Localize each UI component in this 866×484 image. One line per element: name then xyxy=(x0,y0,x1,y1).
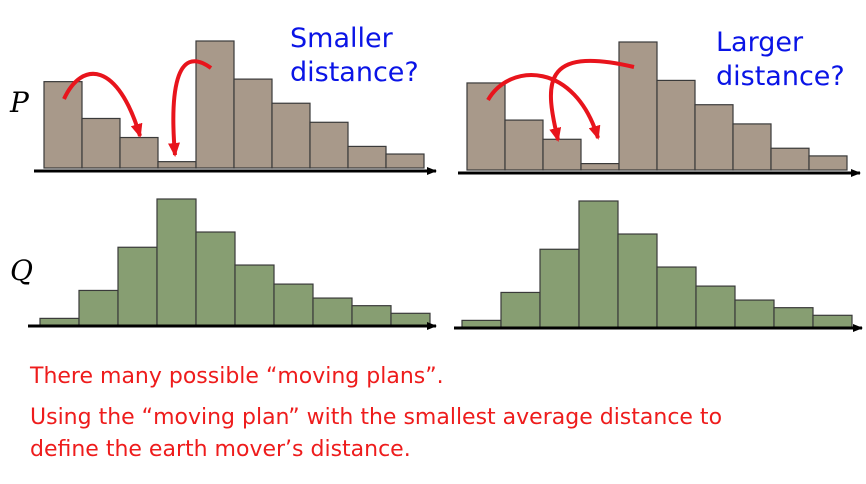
move-arrow-left-2 xyxy=(168,59,213,157)
bar-q-right-10 xyxy=(812,314,853,329)
bar-p-left-7 xyxy=(271,102,311,169)
label-q: Q xyxy=(10,254,33,287)
annotation-larger-line1: Larger xyxy=(716,27,804,58)
annotation-smaller-line2: distance? xyxy=(290,57,419,88)
bar-q-left-8 xyxy=(312,297,353,327)
bar-q-right-6 xyxy=(656,266,697,329)
bar-q-left-10 xyxy=(390,312,431,327)
annotation-smaller-distance: Smaller distance? xyxy=(290,22,419,90)
bar-q-right-4 xyxy=(578,200,619,329)
bar-q-left-6 xyxy=(234,264,275,327)
bar-q-right-2 xyxy=(500,291,541,329)
histogram-q-left xyxy=(39,198,431,327)
bar-p-left-5 xyxy=(195,40,235,169)
bar-q-right-5 xyxy=(617,233,658,329)
bar-p-right-6 xyxy=(656,79,696,171)
bar-q-right-9 xyxy=(773,307,814,329)
bar-p-right-9 xyxy=(770,147,810,171)
histogram-q-right xyxy=(461,200,853,329)
bar-p-left-10 xyxy=(385,153,425,169)
move-arrow-right-1 xyxy=(486,73,601,140)
bar-p-right-1 xyxy=(466,82,506,171)
bar-p-right-5 xyxy=(618,41,658,171)
caption-line-2: Using the “moving plan” with the smalles… xyxy=(30,405,723,430)
move-arrow-left-1 xyxy=(62,71,143,138)
annotation-smaller-line1: Smaller xyxy=(290,23,393,54)
bar-q-left-3 xyxy=(117,246,158,327)
caption-line-3: define the earth mover’s distance. xyxy=(30,437,411,462)
caption-line-1: There many possible “moving plans”. xyxy=(30,364,444,389)
bar-p-left-3 xyxy=(119,136,159,169)
bar-q-left-9 xyxy=(351,305,392,327)
histogram-p-right xyxy=(466,41,848,171)
bar-p-right-3 xyxy=(542,138,582,171)
bar-q-left-4 xyxy=(156,198,197,327)
bar-p-left-9 xyxy=(347,145,387,169)
bar-p-left-2 xyxy=(81,117,121,169)
bar-p-left-4 xyxy=(157,161,197,169)
move-arrow-right-2 xyxy=(548,58,635,142)
bar-p-left-8 xyxy=(309,121,349,169)
bar-q-right-8 xyxy=(734,299,775,329)
bar-q-left-5 xyxy=(195,231,236,327)
bar-q-left-7 xyxy=(273,283,314,327)
label-p: P xyxy=(10,86,29,119)
bar-p-right-4 xyxy=(580,163,620,171)
bar-p-left-6 xyxy=(233,78,273,169)
bar-p-right-7 xyxy=(694,104,734,171)
bar-p-left-1 xyxy=(43,81,83,169)
bar-p-right-10 xyxy=(808,155,848,171)
bar-q-right-7 xyxy=(695,285,736,329)
bar-p-right-8 xyxy=(732,123,772,171)
annotation-larger-distance: Larger distance? xyxy=(716,26,845,94)
bar-p-right-2 xyxy=(504,119,544,171)
annotation-larger-line2: distance? xyxy=(716,61,845,92)
bar-q-right-3 xyxy=(539,248,580,329)
bar-q-left-2 xyxy=(78,289,119,327)
